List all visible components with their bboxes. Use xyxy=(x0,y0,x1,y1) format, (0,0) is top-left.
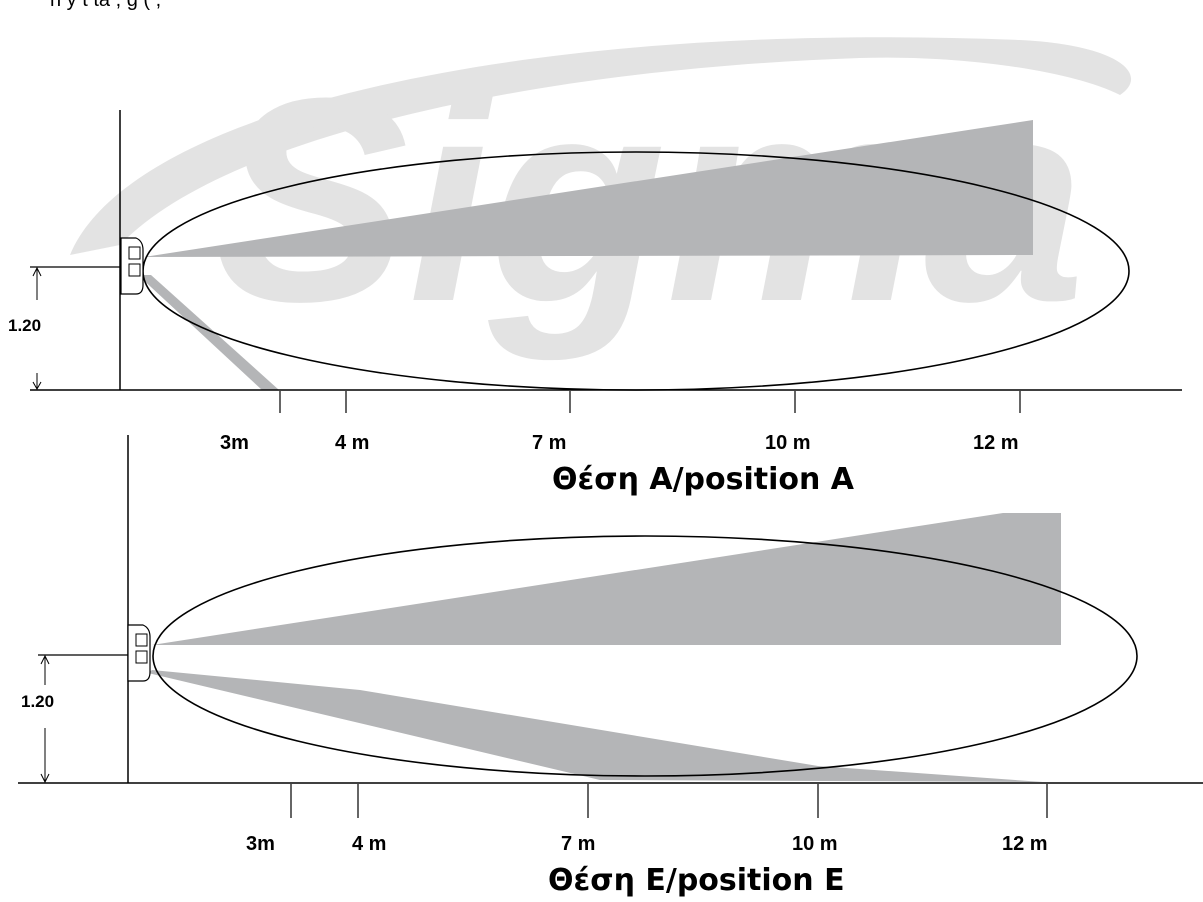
sensor-icon xyxy=(120,237,144,295)
caption-position-e: Θέση E/position E xyxy=(548,863,845,898)
tick-label-10m: 10 m xyxy=(765,432,811,454)
height-label: 1.20 xyxy=(21,692,54,711)
tick-label-10m: 10 m xyxy=(792,833,838,855)
height-label: 1.20 xyxy=(8,316,41,335)
tick-label-7m: 7 m xyxy=(561,833,595,855)
watermark-swoosh xyxy=(70,37,1132,255)
distance-ticks xyxy=(290,784,1048,818)
upper-beam xyxy=(152,513,1061,645)
tick-label-7m: 7 m xyxy=(532,432,566,454)
diagram-position-a: 1.20 3m 4 m 7 m 10 m 12 m Θέση A/positio… xyxy=(8,110,1182,497)
ground-beam xyxy=(138,275,279,390)
tick-label-3m: 3m xyxy=(220,432,249,454)
header-fragment: n y t ta , g ( , xyxy=(50,0,161,11)
coverage-ellipse xyxy=(152,535,1138,777)
tick-label-12m: 12 m xyxy=(973,432,1019,454)
tick-label-4m: 4 m xyxy=(335,432,369,454)
sensor-icon xyxy=(127,624,151,682)
height-dimension xyxy=(38,654,128,784)
caption-position-a: Θέση A/position A xyxy=(552,462,855,497)
upper-beam xyxy=(144,120,1033,257)
tick-label-3m: 3m xyxy=(246,833,275,855)
tick-label-4m: 4 m xyxy=(352,833,386,855)
lower-beam xyxy=(148,670,1043,782)
distance-ticks xyxy=(279,391,1021,413)
tick-label-12m: 12 m xyxy=(1002,833,1048,855)
diagram-position-e: 1.20 3m 4 m 7 m 10 m 12 m Θέση E/positio… xyxy=(18,435,1203,898)
height-dimension xyxy=(30,266,120,391)
